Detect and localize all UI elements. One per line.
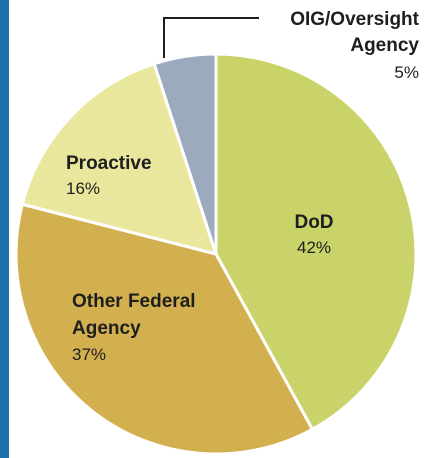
oig-leader-line	[163, 17, 259, 58]
pie-slice-dod	[214, 52, 418, 431]
slice-label-other-federal: Other Federal	[72, 291, 196, 312]
slice-label-dod: DoD	[294, 212, 333, 233]
slice-value-oig: 5%	[394, 63, 419, 82]
left-accent-bar	[0, 0, 9, 458]
pie-slice-proactive	[20, 62, 218, 256]
slice-value-other-federal: 37%	[72, 345, 106, 364]
slice-label-other-federal-line2: Agency	[72, 318, 141, 339]
slice-value-dod: 42%	[297, 238, 331, 257]
pie-slices	[14, 52, 418, 456]
slice-value-proactive: 16%	[66, 179, 100, 198]
slice-label-proactive: Proactive	[66, 153, 152, 174]
pie-slice-other-federal	[14, 202, 314, 456]
slice-label-oig-line2: Agency	[350, 35, 419, 56]
slice-label-oig: OIG/Oversight	[290, 9, 419, 30]
pie-slice-oig	[152, 52, 218, 256]
